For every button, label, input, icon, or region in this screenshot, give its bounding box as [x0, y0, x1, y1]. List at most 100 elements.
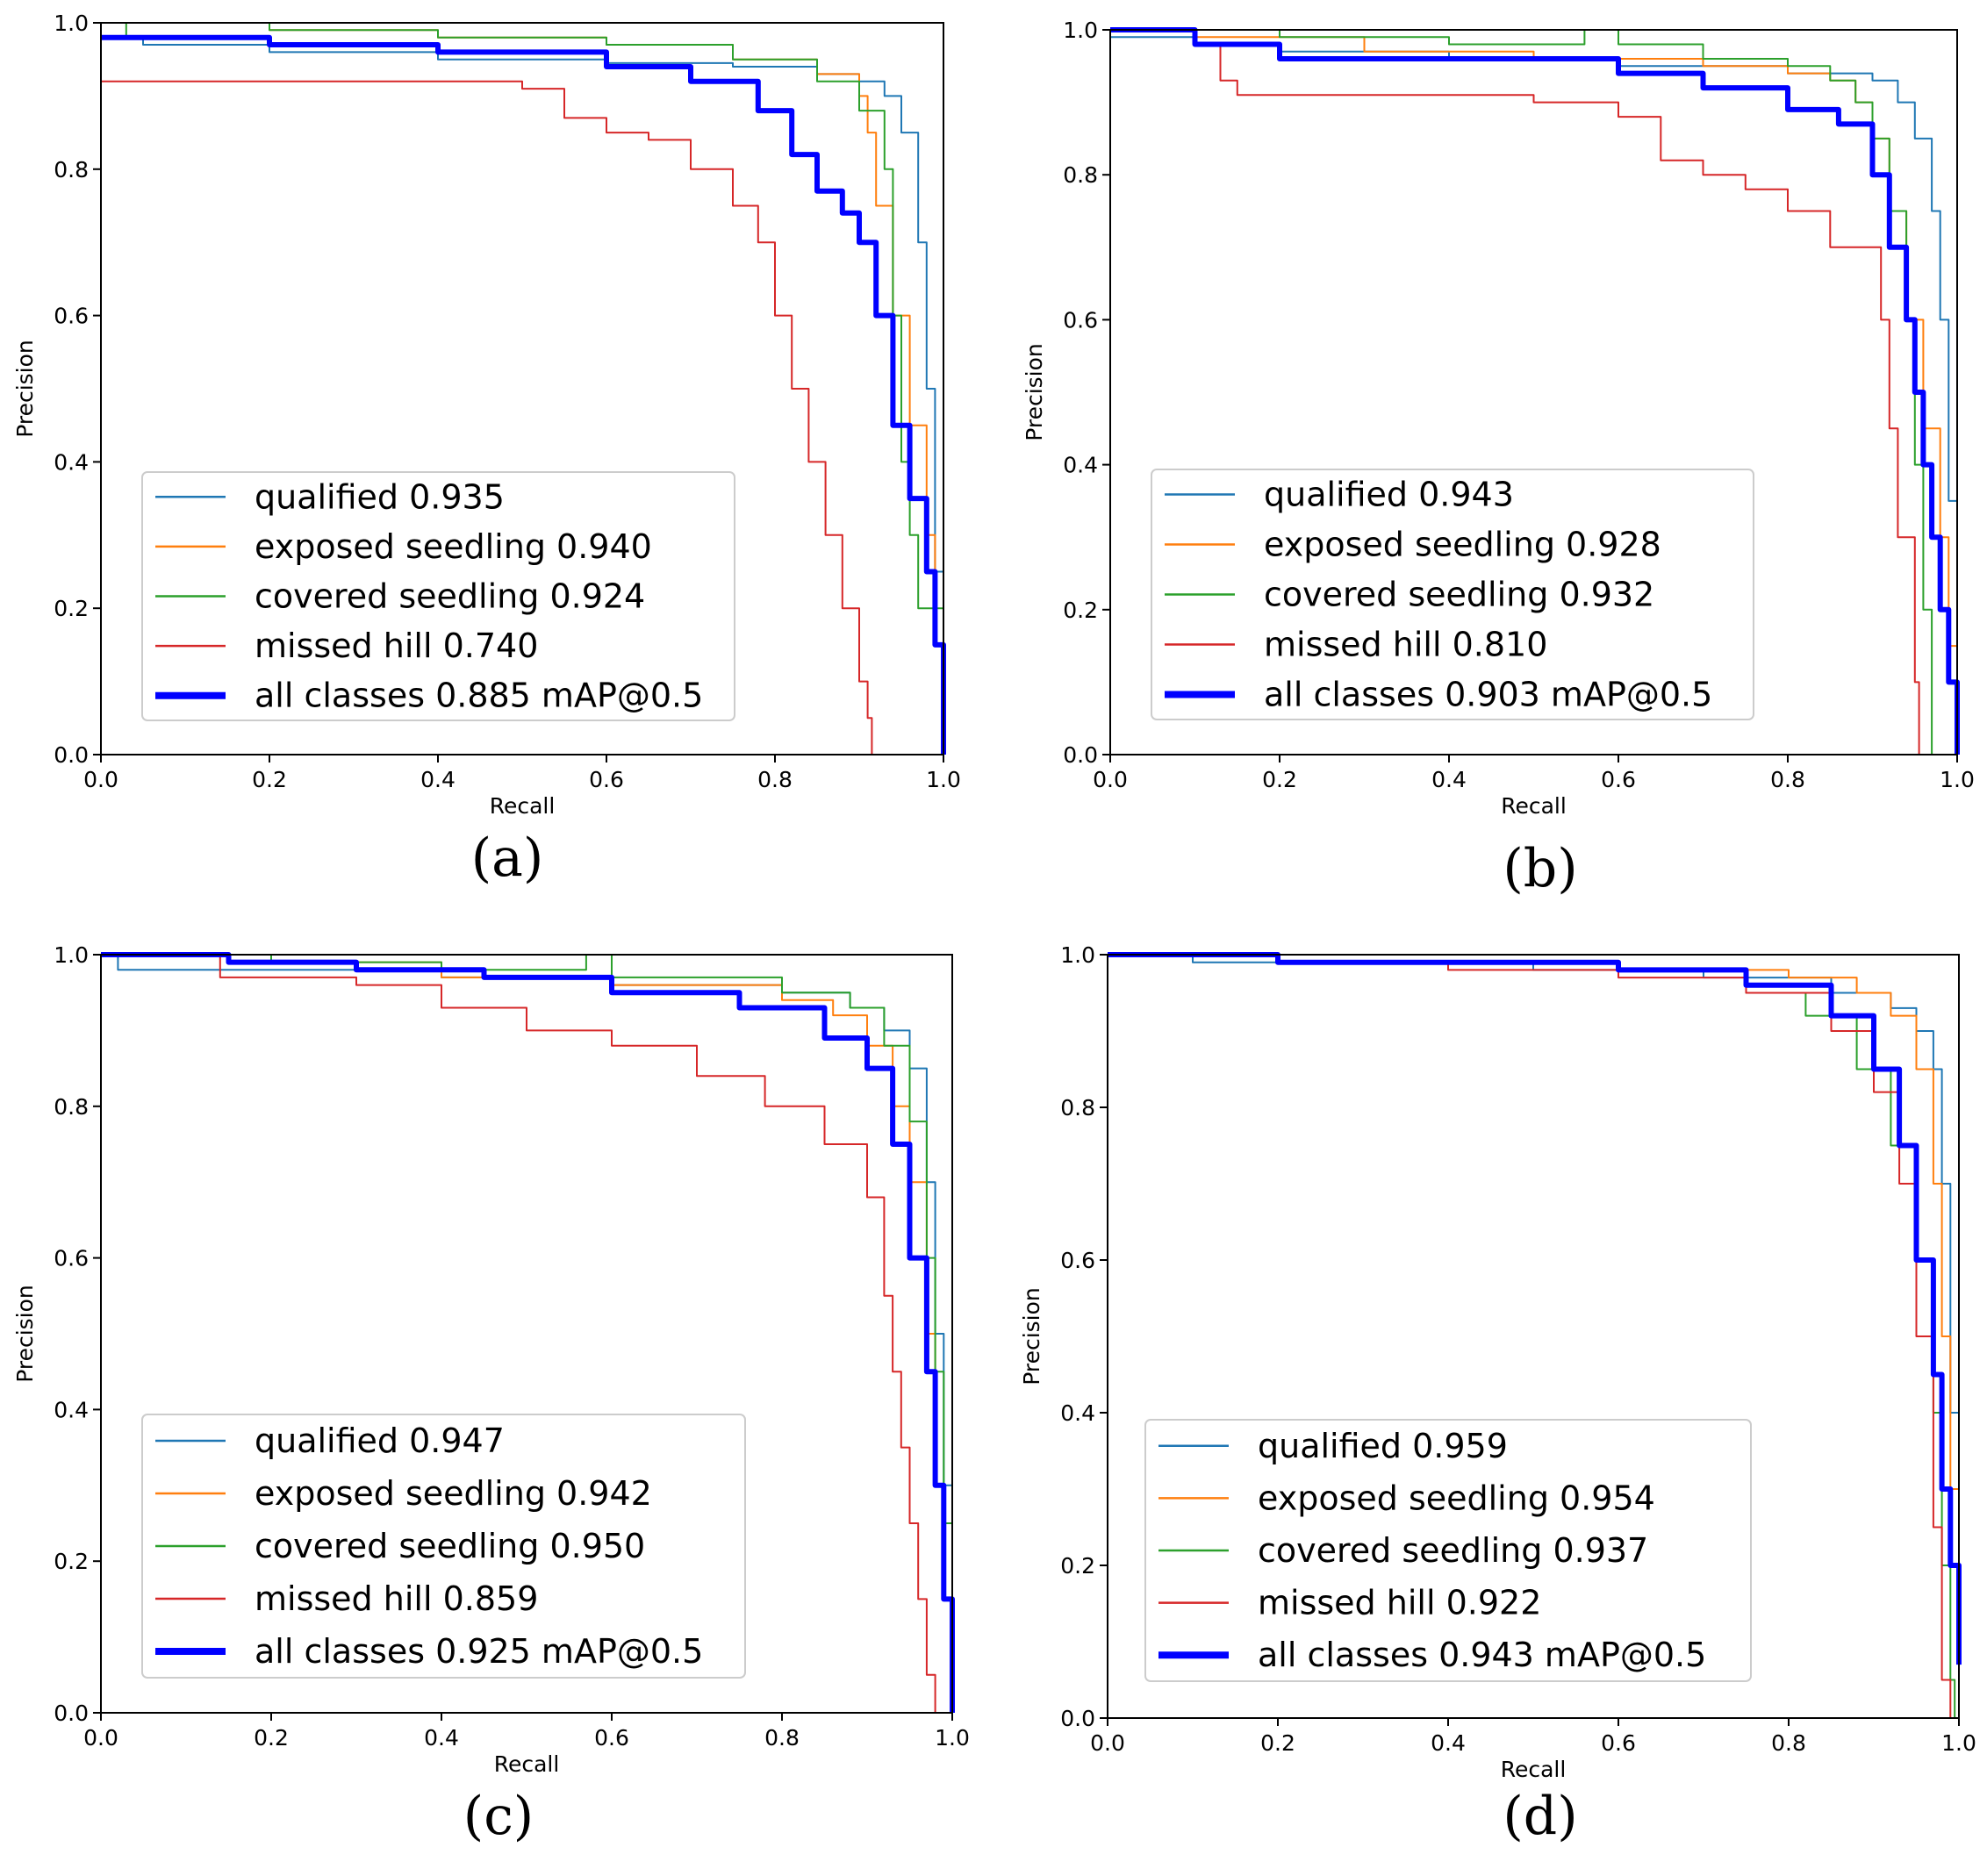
legend-label: covered seedling 0.937	[1258, 1531, 1648, 1570]
y-tick-label: 1.0	[1060, 942, 1095, 968]
x-tick-label: 0.4	[1431, 767, 1467, 792]
x-tick-label: 0.0	[83, 767, 118, 792]
x-tick-label: 0.8	[1770, 767, 1805, 792]
y-axis-label: Precision	[12, 340, 38, 438]
series-line-all-classes	[101, 34, 946, 755]
legend-label: missed hill 0.859	[255, 1579, 538, 1618]
plot-frame	[100, 22, 944, 755]
y-tick-label: 0.8	[54, 1094, 89, 1120]
x-tick-label: 1.0	[1940, 767, 1975, 792]
y-axis-label: Precision	[12, 1285, 38, 1383]
x-tick-label: 0.2	[252, 767, 287, 792]
legend-box	[141, 471, 735, 721]
legend-label: missed hill 0.740	[255, 627, 538, 665]
x-tick-label: 0.2	[1260, 1730, 1295, 1756]
x-tick-label: 1.0	[1941, 1730, 1976, 1756]
y-tick-label: 0.6	[54, 304, 89, 329]
legend-box	[141, 1414, 746, 1679]
plot-frame	[100, 954, 953, 1714]
panel-caption: (a)	[471, 827, 544, 889]
panel-caption: (c)	[463, 1786, 534, 1847]
x-tick-label: 0.8	[757, 767, 793, 792]
x-tick-label: 0.8	[764, 1725, 800, 1751]
legend: qualified 0.943 exposed seedling 0.928 cov…	[1151, 469, 1754, 720]
series-line-missed-hill	[101, 80, 873, 755]
x-tick-label: 0.0	[1090, 1730, 1125, 1756]
panel-caption: (b)	[1503, 838, 1577, 899]
y-tick-label: 1.0	[54, 942, 89, 968]
legend-label: qualified 0.943	[1264, 476, 1514, 514]
legend-label: qualified 0.959	[1258, 1427, 1508, 1465]
y-tick-label: 0.8	[1063, 162, 1098, 188]
x-tick-label: 0.4	[420, 767, 456, 792]
y-axis-label: Precision	[1019, 1287, 1044, 1386]
x-tick-label: 0.2	[254, 1725, 289, 1751]
y-tick-label: 0.6	[54, 1246, 89, 1271]
y-tick-label: 0.2	[54, 596, 89, 621]
curves	[101, 22, 946, 755]
panel-caption: (d)	[1503, 1786, 1577, 1847]
y-tick-label: 0.8	[1060, 1095, 1095, 1121]
legend-box	[1144, 1419, 1752, 1682]
x-tick-label: 0.4	[1431, 1730, 1466, 1756]
legend-label: all classes 0.925 mAP@0.5	[255, 1632, 703, 1671]
x-tick-label: 0.0	[83, 1725, 118, 1751]
x-tick-label: 0.2	[1262, 767, 1297, 792]
y-tick-label: 0.2	[1060, 1553, 1095, 1579]
x-tick-label: 1.0	[926, 767, 961, 792]
legend-label: covered seedling 0.950	[255, 1527, 645, 1565]
legend: qualified 0.947 exposed seedling 0.942 cov…	[141, 1414, 746, 1679]
y-tick-label: 1.0	[1063, 18, 1098, 43]
legend-label: all classes 0.943 mAP@0.5	[1258, 1636, 1706, 1674]
y-tick-label: 0.4	[54, 1397, 89, 1422]
x-tick-label: 0.6	[1601, 767, 1636, 792]
series-line-covered-seedling	[101, 22, 944, 755]
x-axis-label: Recall	[1501, 1757, 1567, 1782]
x-axis-label: Recall	[490, 793, 556, 819]
legend-label: exposed seedling 0.954	[1258, 1479, 1655, 1517]
y-tick-label: 0.2	[1063, 598, 1098, 623]
legend-label: exposed seedling 0.940	[255, 527, 652, 566]
x-tick-label: 1.0	[935, 1725, 970, 1751]
legend-label: covered seedling 0.932	[1264, 576, 1654, 614]
curves	[1110, 27, 1960, 755]
x-tick-label: 0.4	[424, 1725, 459, 1751]
x-tick-label: 0.6	[589, 767, 624, 792]
y-tick-label: 0.0	[54, 1701, 89, 1726]
legend-label: missed hill 0.810	[1264, 626, 1547, 664]
series-line-all-classes	[1110, 27, 1960, 755]
chart-panel-4: 0.0 0.2 0.4 0.6 0.8 1.0 0.0 0.2 0.4 0.6 0.8 1.0 Reca…	[1019, 942, 1976, 1847]
x-tick-label: 0.6	[594, 1725, 629, 1751]
legend-label: exposed seedling 0.928	[1264, 526, 1661, 564]
x-axis-label: Recall	[1501, 793, 1567, 819]
plot-frame	[1107, 954, 1960, 1719]
y-axis-label: Precision	[1022, 343, 1047, 441]
legend-box	[1151, 469, 1754, 720]
y-tick-label: 0.0	[54, 742, 89, 768]
y-tick-label: 0.4	[1060, 1400, 1095, 1426]
y-tick-label: 0.4	[1063, 453, 1098, 478]
legend-label: qualified 0.935	[255, 477, 505, 516]
y-tick-label: 0.8	[54, 157, 89, 183]
plot-frame	[1109, 29, 1958, 755]
curves	[1108, 952, 1962, 1718]
curves	[101, 952, 955, 1713]
y-tick-label: 0.0	[1063, 742, 1098, 768]
x-tick-label: 0.6	[1601, 1730, 1636, 1756]
y-tick-label: 1.0	[54, 11, 89, 36]
series-line-all-classes	[1108, 952, 1962, 1665]
legend-label: missed hill 0.922	[1258, 1584, 1541, 1622]
y-tick-label: 0.0	[1060, 1706, 1095, 1731]
x-axis-label: Recall	[494, 1751, 560, 1777]
legend-label: qualified 0.947	[255, 1421, 505, 1460]
y-tick-label: 0.6	[1063, 307, 1098, 333]
y-tick-label: 0.6	[1060, 1248, 1095, 1273]
series-line-missed-hill	[1110, 29, 1920, 755]
legend-label: all classes 0.885 mAP@0.5	[255, 677, 703, 715]
chart-panel-1: 0.0 0.2 0.4 0.6 0.8 1.0 0.0 0.2 0.4 0.6 0.8 1.0 Reca…	[12, 11, 961, 889]
chart-panel-2: 0.0 0.2 0.4 0.6 0.8 1.0 0.0 0.2 0.4 0.6 0.8 1.0 Reca…	[1022, 18, 1975, 899]
legend: qualified 0.959 exposed seedling 0.954 cov…	[1144, 1419, 1752, 1682]
x-tick-label: 0.0	[1093, 767, 1128, 792]
series-line-all-classes	[101, 952, 955, 1713]
